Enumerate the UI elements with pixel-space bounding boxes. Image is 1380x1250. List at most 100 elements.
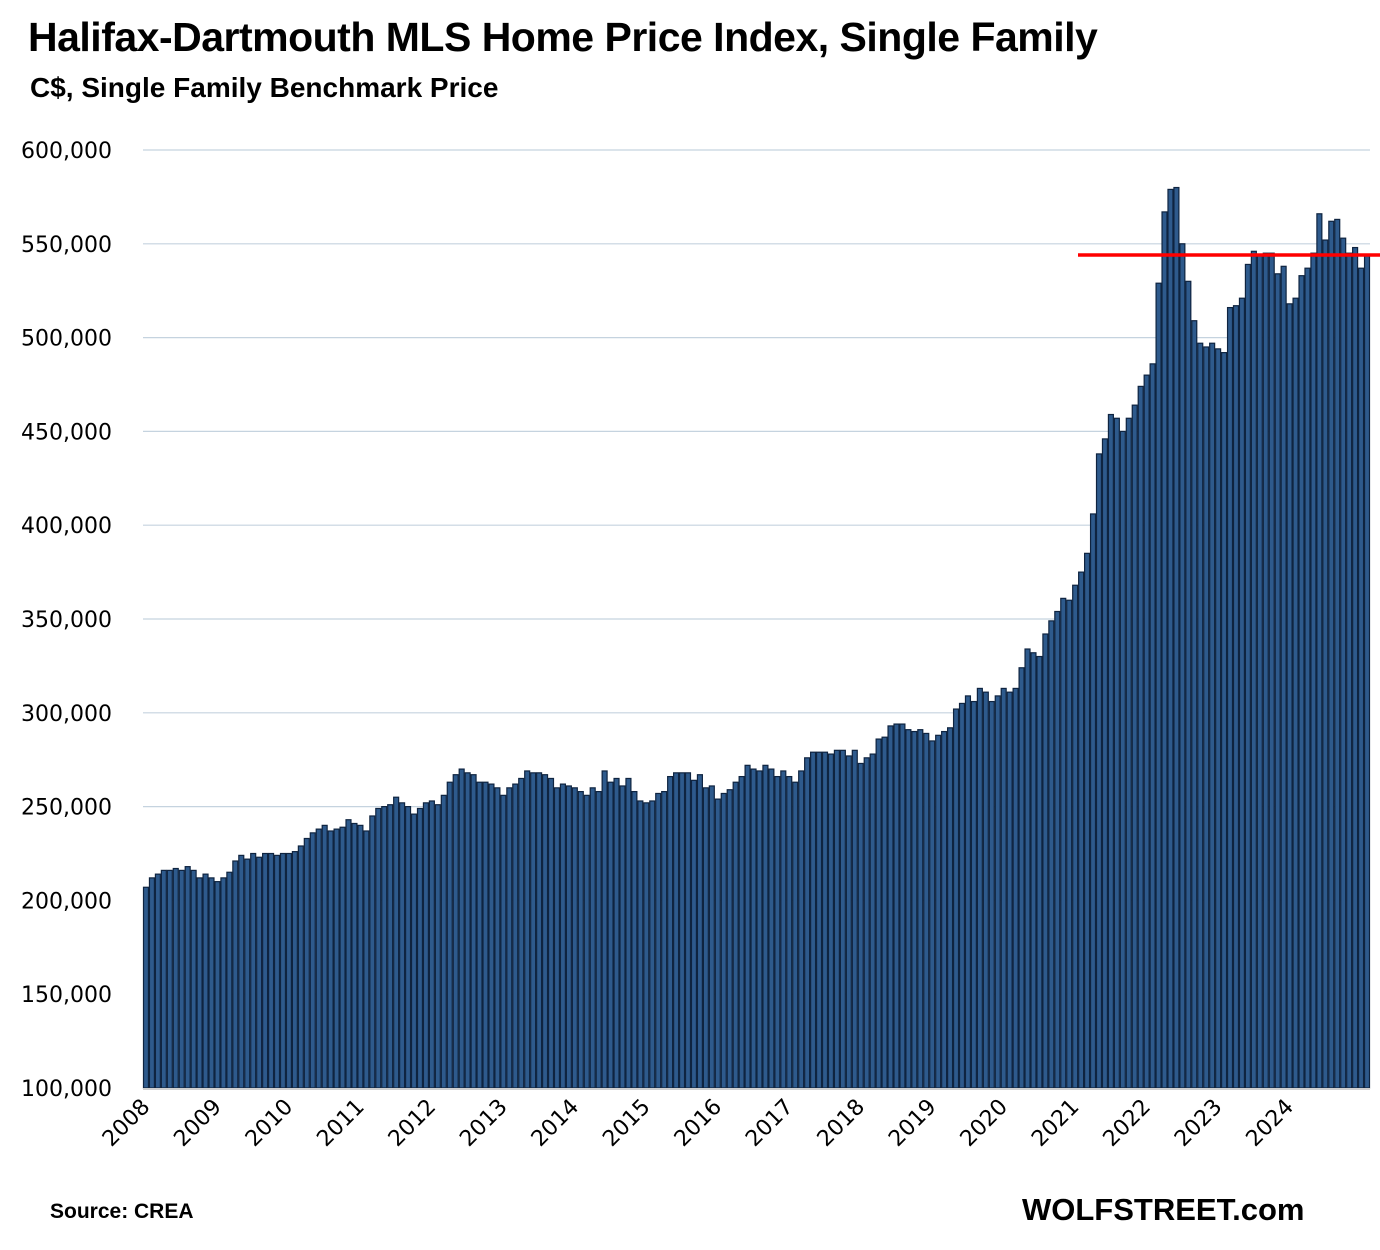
bar	[667, 775, 674, 1089]
bar	[506, 787, 513, 1089]
bar	[1352, 246, 1359, 1089]
y-tick-label: 550,000	[21, 233, 112, 258]
x-tick-label: 2009	[169, 1095, 226, 1152]
bar	[708, 785, 715, 1089]
bar	[393, 796, 400, 1089]
bar	[1197, 342, 1204, 1089]
bar	[1012, 687, 1019, 1089]
bar	[1334, 218, 1341, 1089]
bar	[1107, 413, 1114, 1089]
bar	[595, 790, 602, 1089]
bar	[619, 785, 626, 1089]
y-tick-label: 150,000	[21, 983, 112, 1008]
bar	[988, 700, 995, 1089]
bar	[148, 877, 156, 1089]
bar	[601, 770, 608, 1089]
bar	[821, 751, 829, 1089]
bar	[256, 856, 263, 1089]
bar	[1268, 252, 1275, 1089]
bar	[958, 702, 966, 1089]
x-tick-label: 2017	[741, 1095, 798, 1152]
bar	[1137, 385, 1144, 1089]
bar	[1238, 297, 1246, 1089]
bar	[404, 805, 412, 1089]
bar	[357, 824, 364, 1089]
bar	[1143, 374, 1150, 1089]
bar	[476, 781, 483, 1089]
bar	[363, 830, 370, 1089]
bar	[684, 772, 692, 1089]
bar	[321, 824, 328, 1089]
y-tick-label: 450,000	[21, 420, 112, 445]
x-tick-label: 2014	[527, 1095, 584, 1152]
bar	[428, 800, 435, 1089]
bar	[1119, 430, 1126, 1089]
bar	[911, 730, 918, 1089]
bar	[500, 794, 507, 1089]
bar	[929, 740, 936, 1089]
bar	[1167, 188, 1174, 1089]
y-tick-label: 200,000	[21, 889, 112, 914]
bar	[1036, 655, 1043, 1089]
x-tick-label: 2021	[1027, 1095, 1084, 1152]
bar	[571, 787, 578, 1089]
bar	[565, 785, 572, 1089]
bar	[893, 723, 900, 1089]
bar	[416, 807, 424, 1089]
bar	[494, 787, 501, 1089]
bar	[804, 757, 811, 1089]
bar	[994, 695, 1001, 1089]
bar	[488, 783, 495, 1089]
bar	[1179, 243, 1186, 1089]
bar	[881, 736, 888, 1089]
bar	[518, 777, 525, 1089]
bar	[470, 774, 477, 1089]
bar	[833, 749, 840, 1089]
bar	[178, 869, 185, 1089]
x-tick-label: 2010	[241, 1095, 298, 1152]
bar	[1346, 252, 1353, 1089]
bar	[297, 845, 304, 1089]
bar	[1048, 620, 1055, 1089]
x-tick-label: 2024	[1242, 1095, 1299, 1152]
bar	[923, 732, 930, 1089]
bar	[726, 789, 733, 1089]
bar	[1042, 633, 1049, 1089]
bar	[446, 781, 453, 1089]
bar	[631, 790, 638, 1089]
x-tick-label: 2022	[1099, 1095, 1156, 1152]
bar	[214, 881, 221, 1089]
bar	[1232, 305, 1240, 1089]
bar	[1262, 252, 1269, 1089]
bar	[857, 762, 864, 1089]
x-tick-label: 2020	[956, 1095, 1013, 1152]
bar	[166, 869, 173, 1089]
bar	[941, 730, 948, 1089]
bar	[976, 687, 983, 1089]
bar	[530, 772, 537, 1089]
bar	[673, 772, 680, 1089]
bar	[1089, 513, 1097, 1089]
bar	[637, 800, 644, 1089]
bar	[869, 753, 876, 1089]
bar	[345, 819, 352, 1089]
bar	[875, 738, 882, 1089]
bar	[226, 871, 233, 1089]
bar	[440, 794, 447, 1089]
x-tick-label: 2018	[813, 1095, 870, 1152]
bar	[1316, 213, 1323, 1089]
bar	[917, 729, 924, 1089]
bar	[369, 815, 376, 1089]
x-axis-ticks: 2008 2009 2010 2011 2012 2013 2014 2015 2016 2017…	[98, 1095, 1299, 1152]
bar	[1286, 303, 1293, 1089]
bar	[333, 828, 340, 1089]
bar	[792, 781, 799, 1089]
bar	[387, 804, 394, 1089]
bar	[154, 873, 161, 1089]
bar	[1024, 648, 1031, 1089]
bar	[702, 787, 709, 1089]
bar	[1215, 348, 1222, 1089]
bar	[273, 854, 281, 1089]
bar	[827, 753, 835, 1089]
y-tick-label: 350,000	[21, 608, 112, 633]
